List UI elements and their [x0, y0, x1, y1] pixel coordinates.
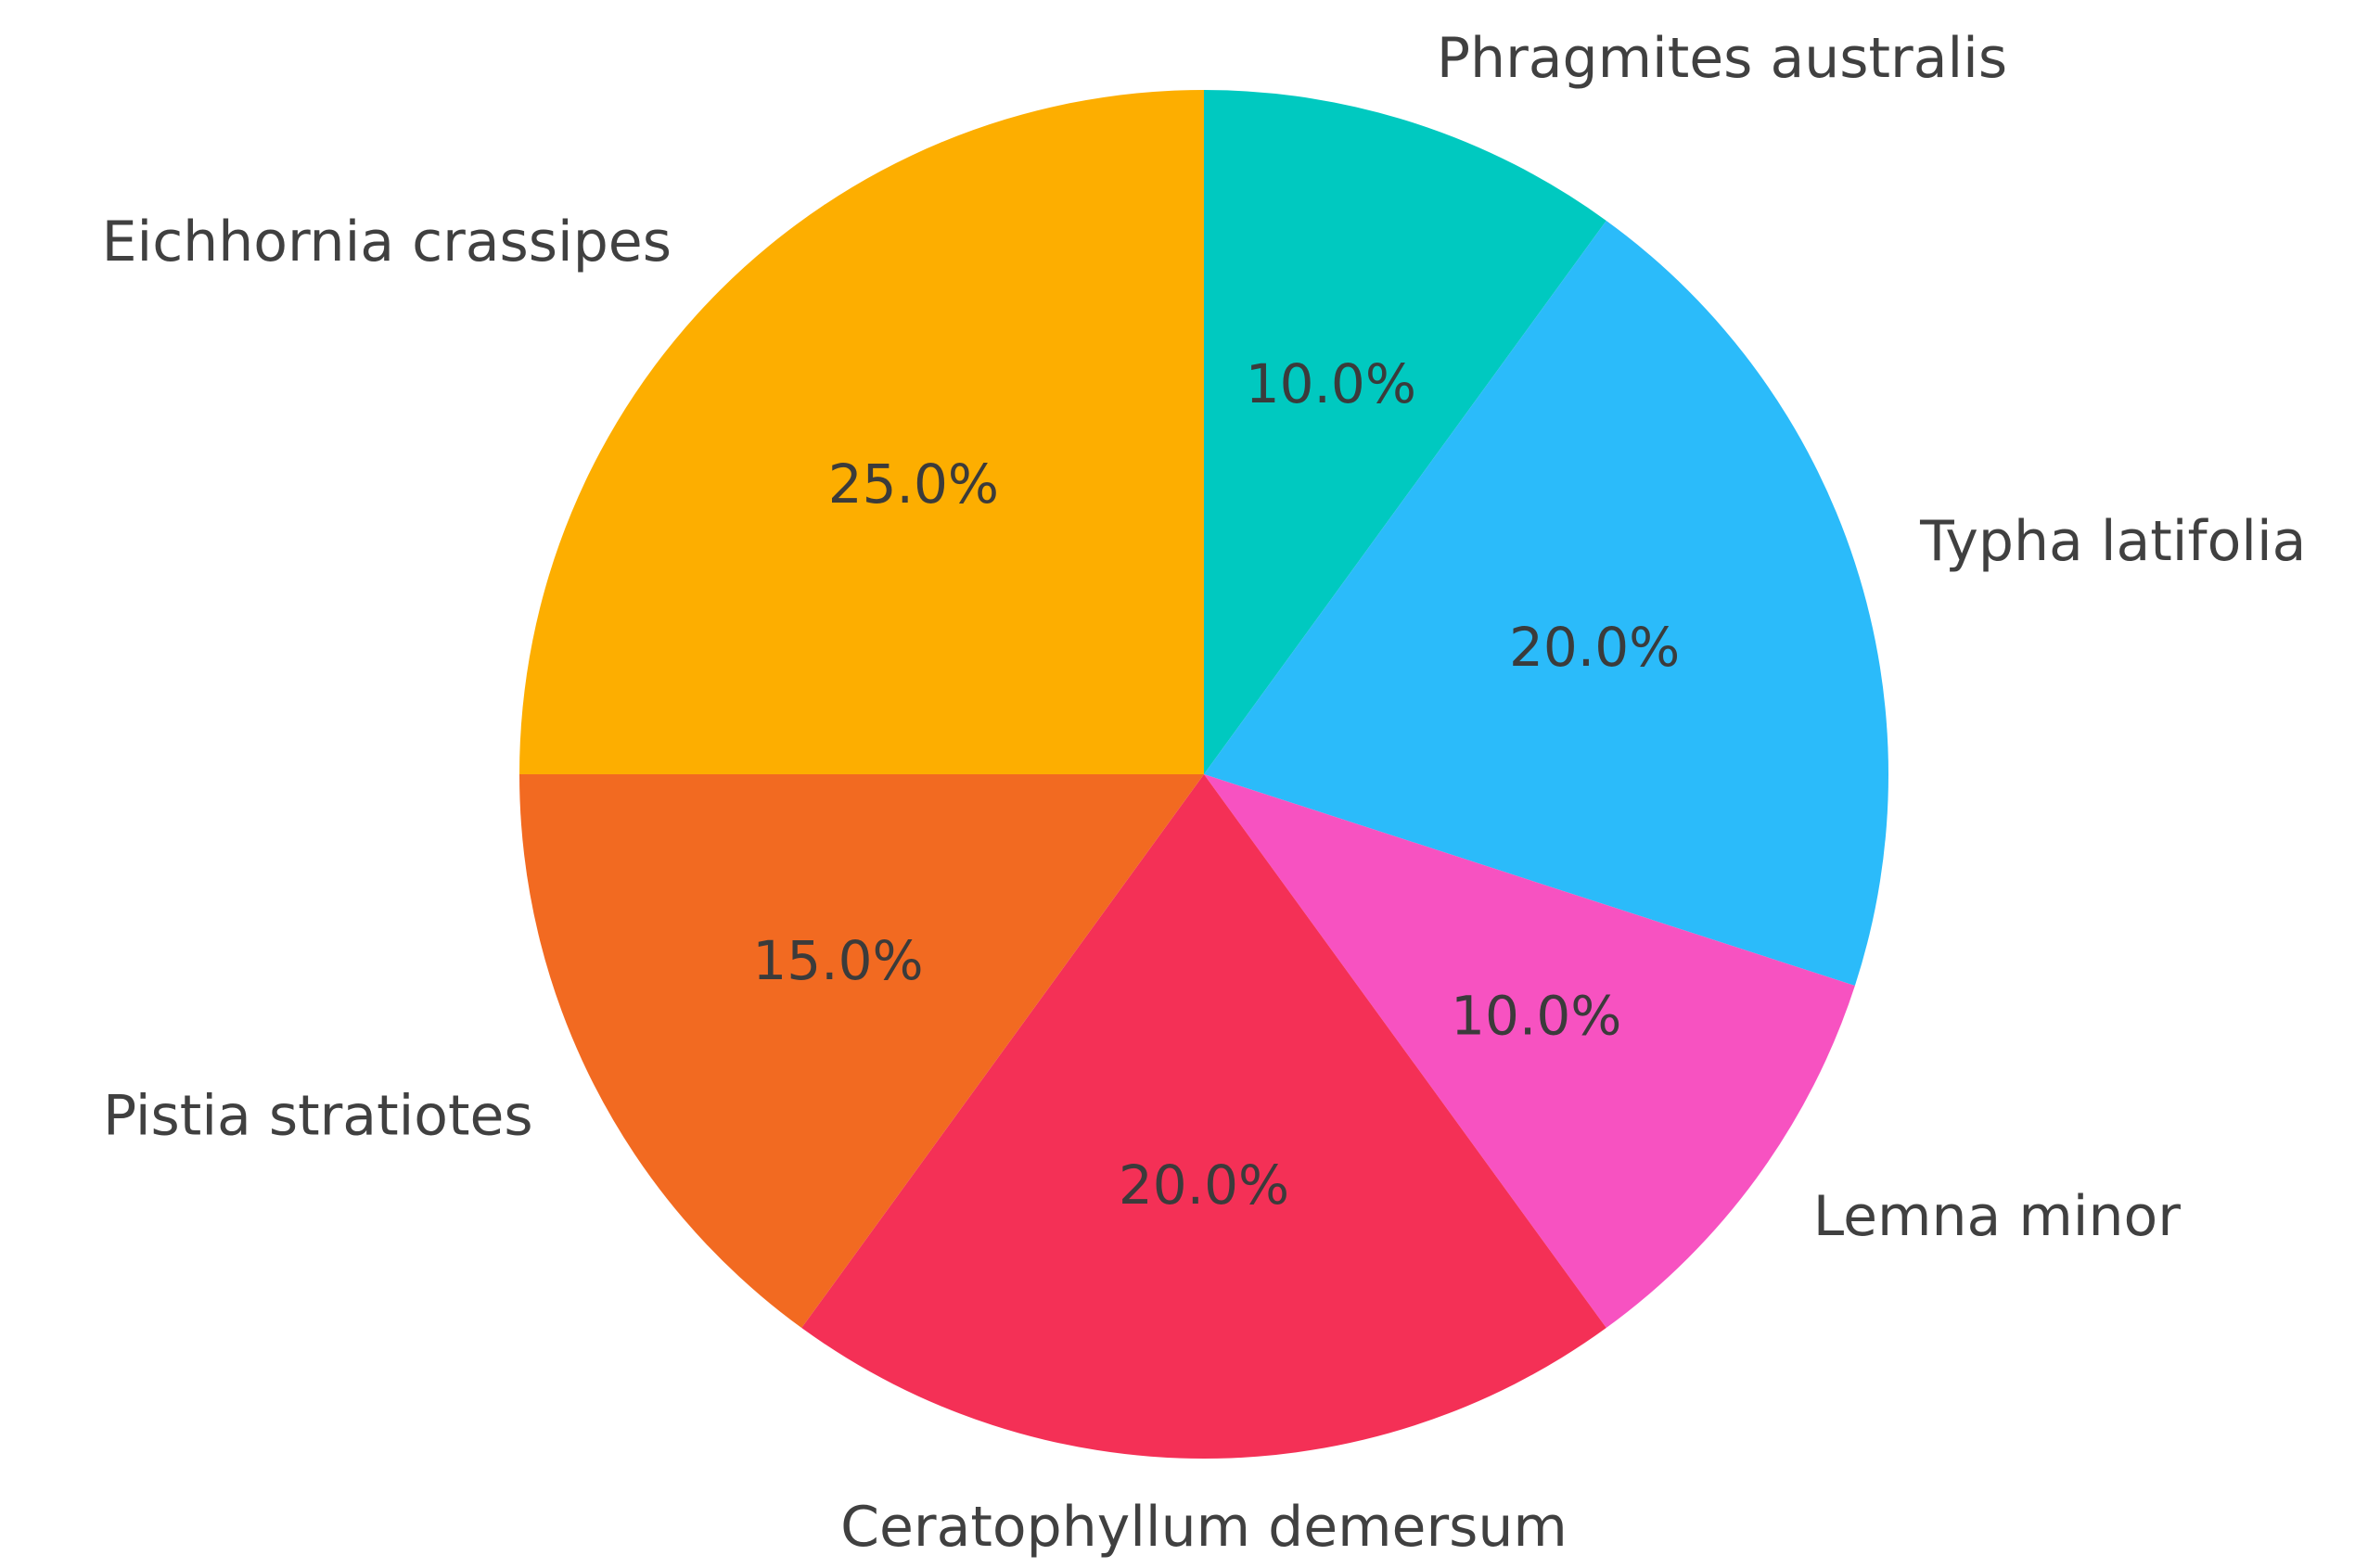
slice-percentage-label: 20.0%	[1119, 1154, 1289, 1217]
percentage-labels: 10.0% 20.0% 10.0% 20.0% 15.0% 25.0%	[752, 352, 1680, 1217]
slice-labels: Phragmites australis Typha latifolia Lemna…	[102, 26, 2307, 1560]
pie-slice	[1204, 90, 1606, 774]
slice-category-label: Phragmites australis	[1437, 26, 2007, 91]
slice-category-label: Ceratophyllum demersum	[840, 1495, 1568, 1560]
pie-slices	[519, 90, 1888, 1459]
slice-category-label: Pistia stratiotes	[103, 1084, 533, 1149]
pie-slice	[801, 774, 1606, 1459]
pie-slice	[519, 774, 1204, 1329]
pie-slice	[1204, 220, 1888, 987]
slice-percentage-label: 25.0%	[828, 453, 999, 516]
slice-percentage-label: 10.0%	[1246, 352, 1416, 415]
slice-percentage-label: 10.0%	[1451, 984, 1621, 1047]
slice-percentage-label: 15.0%	[752, 929, 923, 992]
slice-category-label: Eichhornia crassipes	[102, 210, 672, 274]
slice-category-label: Lemna minor	[1813, 1184, 2181, 1249]
pie-slice	[1204, 774, 1855, 1329]
slice-percentage-label: 20.0%	[1509, 616, 1680, 679]
pie-slice	[519, 90, 1204, 774]
slice-category-label: Typha latifolia	[1919, 509, 2306, 574]
